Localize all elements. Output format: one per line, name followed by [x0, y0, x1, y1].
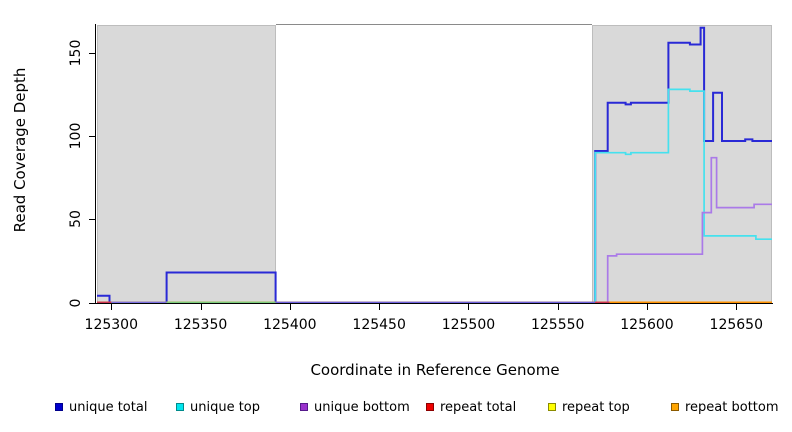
y-tick	[89, 52, 95, 54]
y-tick	[89, 302, 95, 304]
x-tick-label: 125550	[530, 317, 585, 333]
y-tick	[89, 136, 95, 138]
x-tick	[200, 304, 202, 310]
legend-label: repeat total	[440, 399, 517, 415]
x-tick	[379, 304, 381, 310]
legend-marker	[426, 403, 434, 411]
legend-label: unique top	[190, 399, 261, 415]
series-line-unique-total	[97, 26, 772, 304]
y-axis-title: Read Coverage Depth	[11, 67, 29, 233]
x-tick	[736, 304, 738, 310]
x-tick	[468, 304, 470, 310]
series-line-unique-bottom	[97, 156, 772, 304]
x-tick-label: 125300	[84, 317, 139, 333]
x-tick-label: 125500	[441, 317, 496, 333]
y-axis-line	[95, 24, 96, 304]
legend-marker	[671, 403, 679, 411]
x-tick-label: 125450	[352, 317, 406, 333]
legend-label: repeat top	[562, 399, 630, 415]
y-tick-label: 150	[68, 39, 84, 67]
x-axis-line	[95, 303, 773, 304]
legend-item-repeat-top: repeat top	[548, 399, 630, 415]
legend-item-unique-total: unique total	[55, 399, 148, 415]
y-tick-label: 50	[68, 210, 84, 229]
legend-item-unique-bottom: unique bottom	[300, 399, 410, 415]
x-tick	[289, 304, 291, 310]
legend-label: unique total	[69, 399, 148, 415]
y-tick-label: 100	[68, 122, 84, 150]
x-tick	[557, 304, 559, 310]
series-line-unique-top	[97, 88, 772, 304]
shaded-region	[591, 24, 772, 303]
y-tick-label: 0	[68, 298, 84, 307]
x-tick	[647, 304, 648, 310]
y-tick	[89, 219, 95, 221]
x-tick-label: 125400	[263, 317, 317, 333]
shaded-region	[97, 24, 276, 303]
legend-item-repeat-bottom: repeat bottom	[671, 399, 779, 415]
x-tick-label: 125650	[709, 317, 764, 333]
legend-marker	[548, 403, 556, 411]
x-tick-label: 125600	[620, 317, 674, 333]
legend-marker	[55, 403, 63, 411]
legend-label: repeat bottom	[685, 399, 779, 415]
legend-label: unique bottom	[314, 399, 410, 415]
x-tick	[111, 304, 113, 310]
legend-item-unique-top: unique top	[176, 399, 261, 415]
legend-marker	[176, 403, 184, 411]
x-axis-title: Coordinate in Reference Genome	[310, 361, 560, 379]
legend-item-repeat-total: repeat total	[426, 399, 517, 415]
plot-top-border	[275, 23, 592, 25]
legend-marker	[300, 403, 308, 411]
x-tick-label: 125350	[173, 317, 228, 333]
